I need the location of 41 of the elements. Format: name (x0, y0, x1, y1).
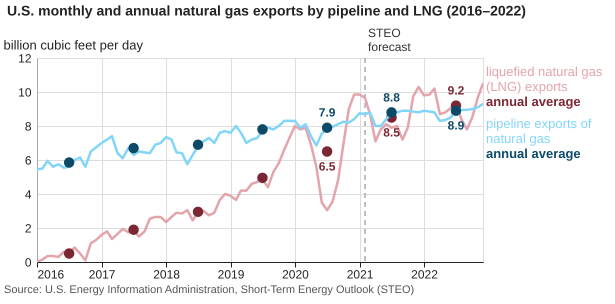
y-tick-label: 10 (18, 86, 32, 100)
chart-title: U.S. monthly and annual natural gas exports by pipeline and LNG (2016–2022) (7, 2, 526, 18)
point (257, 172, 268, 184)
point (322, 122, 332, 133)
x-tick-label: 2016 (38, 268, 65, 282)
source-note: Source: U.S. Energy Information Administration, Short-Term Energy Outlook (STEO) (4, 284, 414, 296)
series-label: pipeline exports of natural gas (486, 116, 592, 146)
y-axis-title: billion cubic feet per day (4, 38, 144, 52)
data-label: 8.5 (383, 126, 400, 140)
y-tick-label: 0 (24, 256, 32, 270)
point (322, 146, 332, 157)
line-series (37, 102, 483, 171)
x-tick-label: 2022 (411, 268, 438, 282)
point (450, 105, 462, 116)
x-tick-label: 2021 (346, 268, 374, 282)
series-label: liquefied natural gas (LNG) exports (486, 64, 603, 94)
point (64, 248, 74, 259)
data-label: 9.2 (448, 84, 465, 98)
point (64, 157, 74, 168)
data-label: 7.9 (318, 106, 336, 120)
point (386, 107, 397, 118)
y-tick-label: 6 (24, 154, 32, 168)
x-tick-label: 2018 (153, 268, 180, 282)
point (128, 224, 139, 235)
y-tick-label: 12 (18, 52, 32, 66)
y-tick-label: 2 (24, 222, 32, 236)
data-label: 8.9 (448, 118, 465, 133)
y-tick-label: 4 (24, 188, 32, 202)
x-tick-label: 2020 (282, 268, 310, 282)
text: annual average (486, 146, 581, 161)
data-label: 8.8 (383, 90, 400, 104)
point (128, 142, 139, 154)
x-tick-label: 2017 (88, 268, 116, 282)
point (257, 124, 268, 135)
ref-line-label: STEO forecast (368, 26, 412, 54)
data-label: 6.5 (318, 160, 336, 174)
point (192, 139, 204, 150)
x-tick-label: 2019 (218, 268, 245, 282)
point (192, 206, 204, 218)
series-label: annual average (486, 94, 581, 109)
y-tick-label: 8 (24, 120, 32, 134)
